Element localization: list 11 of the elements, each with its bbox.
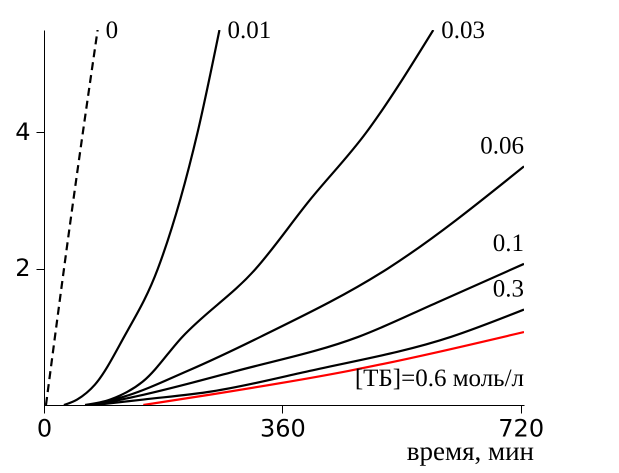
x-tick-label: 0 [36, 414, 52, 442]
y-tick-label: 2 [15, 254, 30, 282]
series-label: 0.3 [492, 276, 524, 303]
series-label: 0.1 [492, 230, 524, 257]
y-tick-label: 4 [15, 118, 30, 146]
series-label: 0.03 [441, 17, 486, 44]
series-label: 0.06 [480, 132, 524, 160]
series-label: [ТБ]=0.6 моль/л [354, 365, 524, 392]
x-tick-label: 360 [260, 414, 306, 442]
series-label: 0 [106, 17, 118, 44]
series-label: 0.01 [227, 17, 272, 44]
